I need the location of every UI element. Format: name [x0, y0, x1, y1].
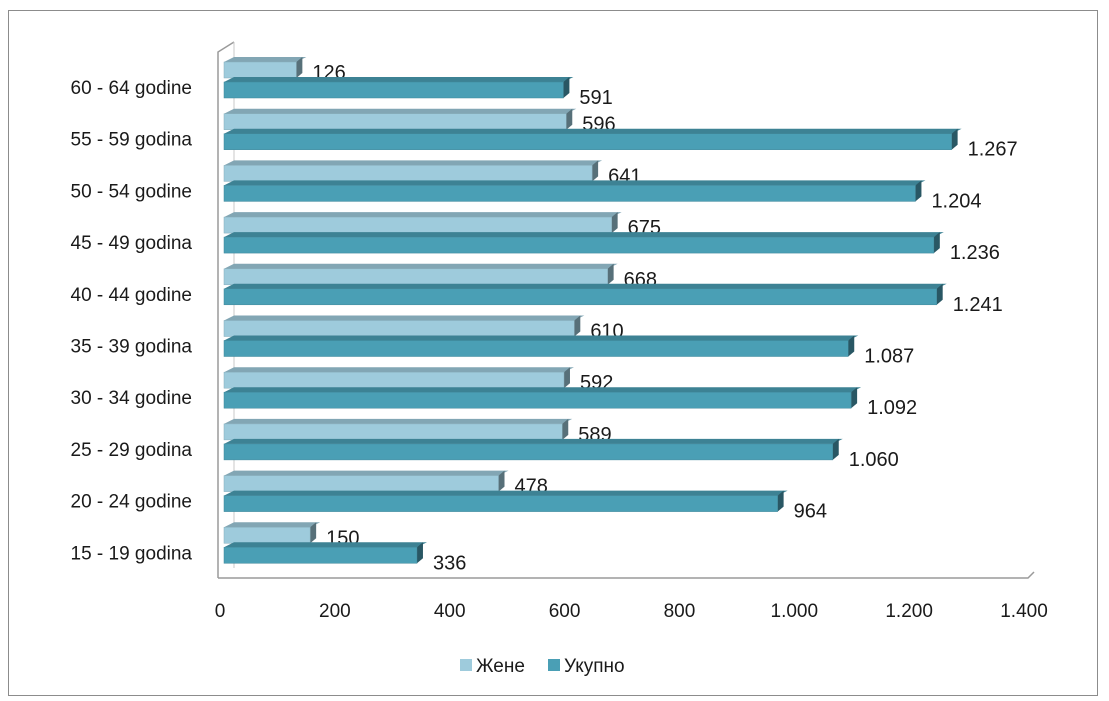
bar-top-face — [224, 542, 427, 548]
bar-side-face — [848, 335, 855, 357]
data-label: 591 — [579, 87, 612, 109]
bar — [223, 495, 778, 512]
bar — [223, 236, 935, 254]
bar-side-face — [592, 160, 599, 182]
bar-top-face — [224, 160, 603, 166]
x-tick-label: 1.000 — [771, 601, 819, 622]
data-label: 964 — [794, 501, 827, 523]
bar — [223, 165, 593, 182]
bar — [223, 185, 916, 202]
bar-side-face — [574, 315, 581, 337]
bar-side-face — [566, 108, 573, 130]
bar-side-face — [563, 77, 570, 98]
bar-top-face — [224, 387, 862, 393]
bar-top-face — [224, 315, 585, 321]
category-label: 30 - 34 godine — [71, 388, 193, 409]
category-label: 35 - 39 godina — [71, 337, 193, 358]
bar — [223, 133, 952, 150]
bar-top-face — [224, 522, 321, 528]
bar — [223, 340, 849, 357]
data-label: 1.092 — [867, 397, 917, 419]
bar — [223, 443, 833, 461]
bar-top-face — [224, 283, 947, 289]
x-tick-label: 800 — [664, 601, 696, 622]
bar-side-face — [915, 180, 922, 202]
bar-side-face — [777, 490, 784, 512]
bar-top-face — [224, 108, 577, 114]
bar — [223, 547, 418, 564]
category-label: 50 - 54 godine — [71, 181, 193, 202]
category-label: 60 - 64 godine — [71, 78, 193, 99]
bar-top-face — [224, 57, 307, 62]
x-axis-line — [218, 571, 1035, 579]
data-label: 1.087 — [864, 346, 914, 368]
bar-side-face — [416, 542, 423, 564]
bar-side-face — [832, 438, 839, 460]
bar — [223, 423, 563, 441]
bar-side-face — [562, 418, 569, 440]
x-tick-label: 0 — [215, 601, 226, 622]
bar-top-face — [224, 263, 618, 269]
bar-side-face — [607, 263, 614, 285]
x-tick-label: 1.200 — [885, 601, 933, 622]
bar-top-face — [224, 438, 843, 444]
bar — [223, 391, 852, 409]
bar-side-face — [296, 57, 303, 78]
back-wall-line — [217, 41, 235, 578]
data-label: 1.267 — [968, 139, 1018, 161]
bar-side-face — [310, 522, 317, 544]
bar-top-face — [224, 232, 944, 238]
legend-label: Жене — [476, 656, 525, 677]
x-tick-label: 200 — [319, 601, 351, 622]
bar-top-face — [224, 490, 788, 496]
bar-top-face — [224, 470, 509, 476]
data-label: 1.241 — [953, 294, 1003, 316]
data-label: 1.060 — [849, 449, 899, 471]
bar — [223, 527, 311, 544]
bar — [223, 320, 575, 337]
x-tick-label: 1.400 — [1000, 601, 1048, 622]
category-label: 15 - 19 godina — [71, 543, 193, 564]
data-label: 1.204 — [931, 190, 981, 212]
bar — [223, 475, 499, 492]
legend-swatch — [548, 659, 560, 671]
bar-side-face — [933, 232, 940, 254]
bar-top-face — [224, 128, 962, 134]
bar-top-face — [224, 335, 859, 341]
bar-top-face — [224, 212, 622, 218]
x-tick-label: 600 — [549, 601, 581, 622]
category-label: 20 - 24 godine — [71, 492, 193, 513]
bar — [223, 216, 612, 234]
bar — [223, 288, 937, 306]
x-tick-label: 400 — [434, 601, 466, 622]
bar-top-face — [224, 418, 573, 424]
category-label: 40 - 44 godine — [71, 285, 193, 306]
bar-side-face — [611, 212, 618, 234]
bar-side-face — [498, 470, 505, 492]
category-label: 25 - 29 godina — [71, 440, 193, 461]
bar-top-face — [224, 77, 574, 82]
bar — [223, 61, 297, 79]
bar-side-face — [563, 367, 570, 389]
legend-label: Укупно — [564, 656, 625, 677]
bar — [223, 268, 608, 286]
data-label: 1.236 — [950, 242, 1000, 264]
bar-side-face — [851, 387, 858, 409]
bar-top-face — [224, 367, 574, 373]
data-label: 336 — [433, 552, 466, 574]
bar — [223, 81, 564, 99]
category-label: 45 - 49 godina — [71, 233, 193, 254]
bar-side-face — [951, 128, 958, 150]
category-label: 55 - 59 godina — [71, 130, 193, 151]
bar — [223, 371, 565, 389]
bar — [223, 113, 567, 130]
bar-top-face — [224, 180, 926, 186]
legend-swatch — [460, 659, 472, 671]
bar-side-face — [936, 283, 943, 305]
